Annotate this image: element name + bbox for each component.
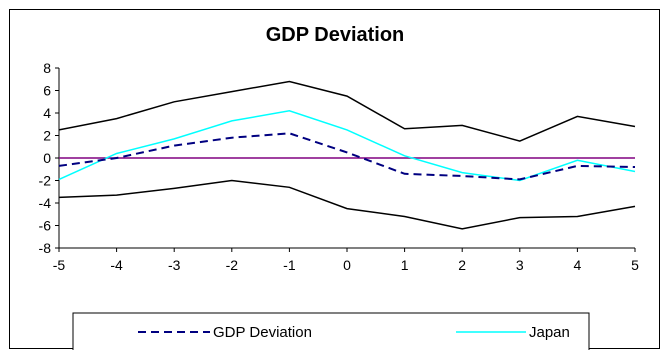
x-tick-label: -5 [53,257,66,273]
series-line-gdp [58,132,636,181]
y-tick-label: 2 [43,128,51,144]
x-tick-label: 5 [631,257,639,273]
series-line-upper [58,80,636,142]
x-tick-label: 2 [458,257,466,273]
y-tick-label: -2 [39,173,52,189]
y-tick-label: -4 [39,195,52,211]
y-tick-label: 4 [43,105,51,121]
x-tick-label: 0 [343,257,351,273]
series-line-japan [58,110,636,182]
x-tick-label: -4 [110,257,123,273]
y-tick-label: -8 [39,240,52,256]
y-tick-label: -6 [39,218,52,234]
y-tick-label: 6 [43,83,51,99]
chart-title: GDP Deviation [266,24,405,46]
series-line-lower [58,179,636,230]
x-tick-label: 3 [516,257,524,273]
legend-label-japan: Japan [529,324,570,341]
x-tick-label: -1 [283,257,296,273]
legend-label-gdp: GDP Deviation [213,324,312,341]
chart-frame: GDP Deviation 8 6 4 2 0 -2 -4 -6 -8 -5 -4 -3 -2 -1 0 1 2 3… [9,9,660,350]
x-tick-label: 1 [401,257,409,273]
y-tick-label: 0 [43,150,51,166]
chart-svg: GDP Deviation 8 6 4 2 0 -2 -4 -6 -8-5 -4 -3 -2 -1 0 1 2 3… [39,24,639,350]
x-tick-label: -2 [226,257,239,273]
x-tick-label: -3 [168,257,181,273]
y-tick-label: 8 [43,60,51,76]
x-tick-label: 4 [574,257,582,273]
